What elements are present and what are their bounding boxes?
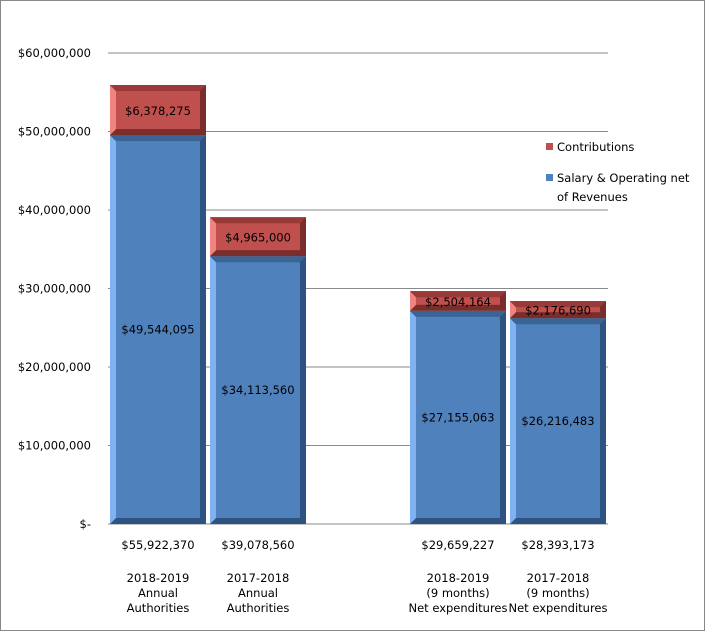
y-tick-label: $40,000,000	[18, 203, 91, 217]
legend-label: of Revenues	[557, 190, 628, 204]
x-category-label: (9 months)	[426, 586, 489, 600]
bar-contributions-bevel-top	[410, 291, 506, 298]
data-label: $34,113,560	[221, 383, 294, 397]
x-category-label: 2018-2019	[127, 571, 190, 585]
legend-swatch-salary	[546, 174, 553, 181]
bar-salary-operating-bevel-left	[210, 256, 216, 524]
y-tick-label: $10,000,000	[18, 439, 91, 453]
data-label: $6,378,275	[125, 104, 191, 118]
bar-contributions-face	[416, 297, 500, 305]
data-label: $49,544,095	[121, 323, 194, 337]
data-label: $2,176,690	[525, 304, 591, 318]
bar-contributions-bevel-top	[210, 217, 306, 224]
bar-salary-operating-bevel-top	[410, 310, 506, 317]
y-tick-label: $30,000,000	[18, 282, 91, 296]
bar-salary-operating-face	[516, 324, 600, 518]
bar-salary-operating-bevel-top	[110, 135, 206, 142]
x-category-label: 2017-2018	[527, 571, 590, 585]
legend-label: Salary & Operating net	[557, 171, 690, 185]
x-category-label: (9 months)	[526, 586, 589, 600]
x-category-label: Annual	[138, 586, 178, 600]
y-tick-label: $60,000,000	[18, 46, 91, 60]
total-label: $55,922,370	[121, 538, 194, 552]
bar-contributions-bevel-left	[410, 291, 416, 311]
data-label: $4,965,000	[225, 231, 291, 245]
data-label: $27,155,063	[421, 410, 494, 424]
bar-contributions-face	[116, 91, 200, 130]
bar-contributions-bevel-left	[110, 85, 116, 136]
total-label: $39,078,560	[221, 538, 294, 552]
x-category-label: Authorities	[127, 601, 190, 615]
y-tick-label: $50,000,000	[18, 125, 91, 139]
x-category-label: Net expenditures	[508, 601, 607, 615]
total-label: $28,393,173	[521, 538, 594, 552]
bar-contributions-bevel-top	[510, 301, 606, 308]
bar-contributions-face	[516, 307, 600, 313]
bar-salary-operating-bevel-left	[410, 310, 416, 524]
x-category-label: 2018-2019	[427, 571, 490, 585]
legend-label: Contributions	[557, 140, 634, 154]
bar-salary-operating-face	[116, 141, 200, 518]
y-tick-label: $20,000,000	[18, 360, 91, 374]
bar-salary-operating-face	[416, 316, 500, 518]
bar-salary-operating-bevel-top	[210, 256, 306, 263]
bar-salary-operating-bevel-top	[510, 318, 606, 325]
bar-contributions-bevel-left	[510, 301, 516, 319]
data-label: $2,504,164	[425, 295, 491, 309]
bar-salary-operating-bevel-left	[110, 135, 116, 524]
bar-salary-operating-bevel-left	[510, 318, 516, 524]
total-label: $29,659,227	[421, 538, 494, 552]
y-tick-label: $-	[80, 517, 91, 531]
bar-salary-operating-face	[216, 262, 300, 518]
bar-contributions-bevel-top	[110, 85, 206, 92]
bar-contributions-bevel-left	[210, 217, 216, 257]
legend-swatch-contributions	[546, 143, 553, 150]
x-category-label: 2017-2018	[227, 571, 290, 585]
x-category-label: Authorities	[227, 601, 290, 615]
bar-contributions-face	[216, 223, 300, 251]
data-label: $26,216,483	[521, 414, 594, 428]
x-category-label: Net expenditures	[408, 601, 507, 615]
x-category-label: Annual	[238, 586, 278, 600]
